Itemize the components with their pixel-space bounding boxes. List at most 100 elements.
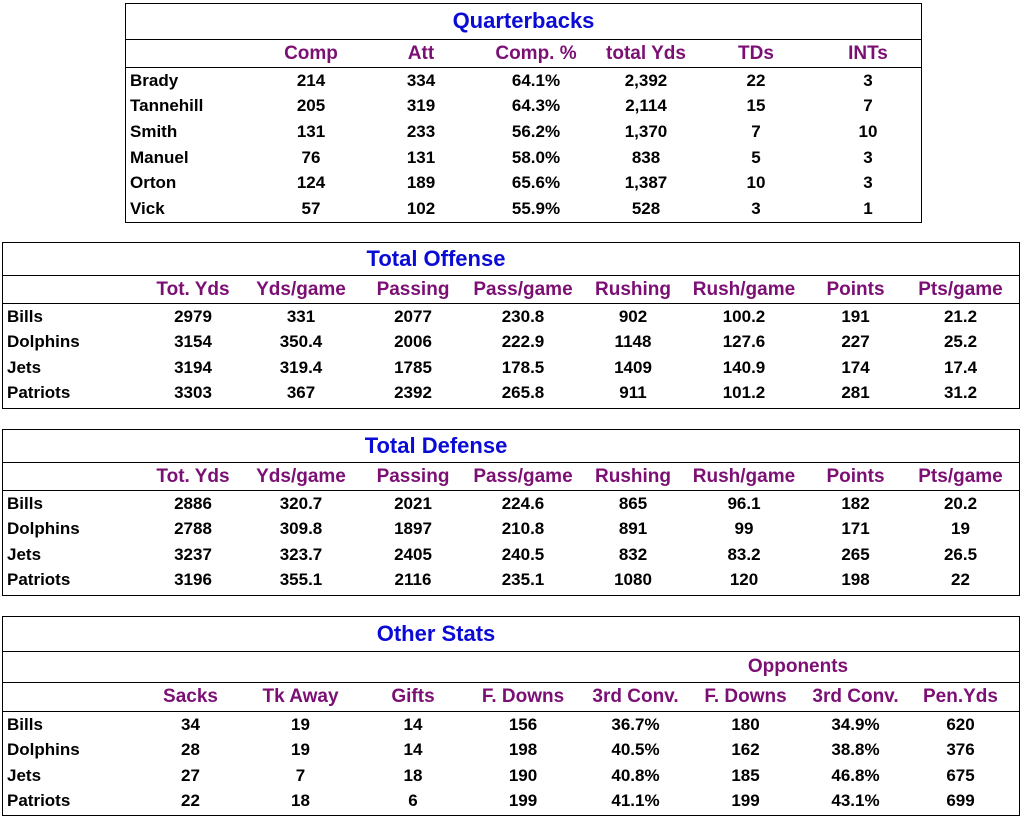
col-header-rushing: Rushing (595, 278, 671, 300)
table-cell: 40.8% (611, 765, 660, 785)
table-cell: 171 (841, 519, 870, 539)
table-cell: 838 (631, 147, 661, 167)
row-label: Brady (130, 70, 179, 90)
table-cell: 127.6 (722, 332, 766, 352)
table-cell: 528 (631, 198, 661, 218)
col-header-total-yds: total Yds (606, 42, 686, 64)
table-cell: 902 (618, 306, 648, 326)
col-header-tk-away: Tk Away (262, 686, 339, 707)
table-cell: 190 (508, 765, 538, 785)
other-stats-title-text: Other Stats (376, 621, 496, 646)
table-cell: 7 (295, 765, 306, 785)
table-cell: 210.8 (501, 519, 545, 539)
table-row: Jets 27 7 18 190 40.8% 185 46.8% 675 (3, 763, 1019, 789)
opponents-label: Opponents (747, 656, 849, 677)
row-label: Manuel (130, 147, 189, 167)
table-cell: 14 (403, 714, 423, 734)
table-cell: 233 (406, 121, 436, 141)
table-cell: 832 (618, 544, 648, 564)
other-stats-table: Other Stats Opponents Sacks Tk Away Gift… (2, 616, 1020, 816)
total-defense-title-text: Total Defense (364, 433, 508, 458)
table-row: Bills 2979 331 2077 230.8 902 100.2 191 21.2 (3, 304, 1019, 330)
table-cell: 140.9 (722, 357, 766, 377)
table-cell: 15 (746, 96, 766, 116)
table-cell: 65.6% (511, 173, 561, 193)
table-cell: 3 (751, 198, 761, 218)
col-header-pass-game: Pass/game (473, 278, 573, 300)
table-cell: 620 (946, 714, 975, 734)
other-stats-title: Other Stats (3, 617, 1019, 652)
table-cell: 198 (841, 570, 870, 590)
table-cell: 18 (403, 765, 423, 785)
col-header-opp-f-downs: F. Downs (704, 686, 787, 707)
table-cell: 334 (406, 70, 436, 90)
table-cell: 199 (731, 791, 760, 811)
row-label: Jets (7, 357, 42, 377)
table-cell: 182 (841, 493, 870, 513)
table-cell: 100.2 (722, 306, 766, 326)
row-label: Patriots (7, 383, 71, 403)
table-cell: 331 (286, 306, 316, 326)
row-label: Dolphins (7, 332, 80, 352)
row-label: Patriots (7, 791, 71, 811)
table-cell: 124 (296, 173, 326, 193)
table-cell: 189 (406, 173, 436, 193)
table-cell: 40.5% (611, 740, 660, 760)
table-cell: 99 (734, 519, 754, 539)
table-cell: 10 (746, 173, 766, 193)
row-label: Jets (7, 765, 42, 785)
table-cell: 28 (181, 740, 200, 760)
opponents-row: Opponents (3, 652, 1019, 682)
table-cell: 38.8% (831, 740, 880, 760)
table-cell: 265.8 (501, 383, 545, 403)
col-header-tot-yds: Tot. Yds (156, 465, 230, 487)
table-cell: 2021 (394, 493, 432, 513)
table-row: Bills 2886 320.7 2021 224.6 865 96.1 182 20.2 (3, 491, 1019, 517)
table-cell: 178.5 (501, 357, 545, 377)
table-cell: 21.2 (943, 306, 978, 326)
table-row: Tannehill 205 319 64.3% 2,114 15 7 (126, 94, 921, 120)
row-label: Orton (130, 173, 177, 193)
table-cell: 19 (291, 714, 310, 734)
row-label: Jets (7, 544, 42, 564)
table-cell: 1785 (394, 357, 432, 377)
table-row: Bills 34 19 14 156 36.7% 180 34.9% 620 (3, 712, 1019, 738)
table-cell: 22 (746, 70, 766, 90)
table-cell: 7 (751, 121, 761, 141)
table-cell: 36.7% (611, 714, 660, 734)
table-cell: 58.0% (511, 147, 561, 167)
table-cell: 2116 (394, 570, 432, 590)
col-header-yds-game: Yds/game (256, 465, 346, 487)
table-cell: 198 (508, 740, 538, 760)
table-cell: 14 (403, 740, 423, 760)
col-header-comp: Comp (284, 42, 338, 64)
table-cell: 7 (863, 96, 873, 116)
table-cell: 2077 (394, 306, 432, 326)
table-cell: 25.2 (943, 332, 978, 352)
col-header-sacks: Sacks (163, 686, 218, 707)
row-label: Vick (130, 198, 165, 218)
table-cell: 376 (946, 740, 975, 760)
row-label: Dolphins (7, 519, 80, 539)
table-cell: 3 (863, 173, 873, 193)
table-cell: 17.4 (943, 357, 978, 377)
table-cell: 222.9 (501, 332, 545, 352)
table-cell: 367 (286, 383, 316, 403)
table-cell: 323.7 (279, 544, 323, 564)
table-cell: 224.6 (501, 493, 545, 513)
col-header-rush-game: Rush/game (692, 465, 796, 487)
quarterbacks-title: Quarterbacks (126, 4, 921, 40)
table-cell: 20.2 (943, 493, 978, 513)
row-label: Bills (7, 493, 43, 513)
col-header-yds-game: Yds/game (256, 278, 346, 300)
table-cell: 34.9% (831, 714, 880, 734)
table-cell: 64.3% (511, 96, 561, 116)
table-cell: 131 (406, 147, 436, 167)
table-cell: 26.5 (943, 544, 978, 564)
row-label: Bills (7, 306, 43, 326)
table-cell: 1 (863, 198, 873, 218)
col-header-rushing: Rushing (595, 465, 671, 487)
table-cell: 319.4 (279, 357, 323, 377)
row-label: Smith (130, 121, 178, 141)
row-label: Bills (7, 714, 43, 734)
